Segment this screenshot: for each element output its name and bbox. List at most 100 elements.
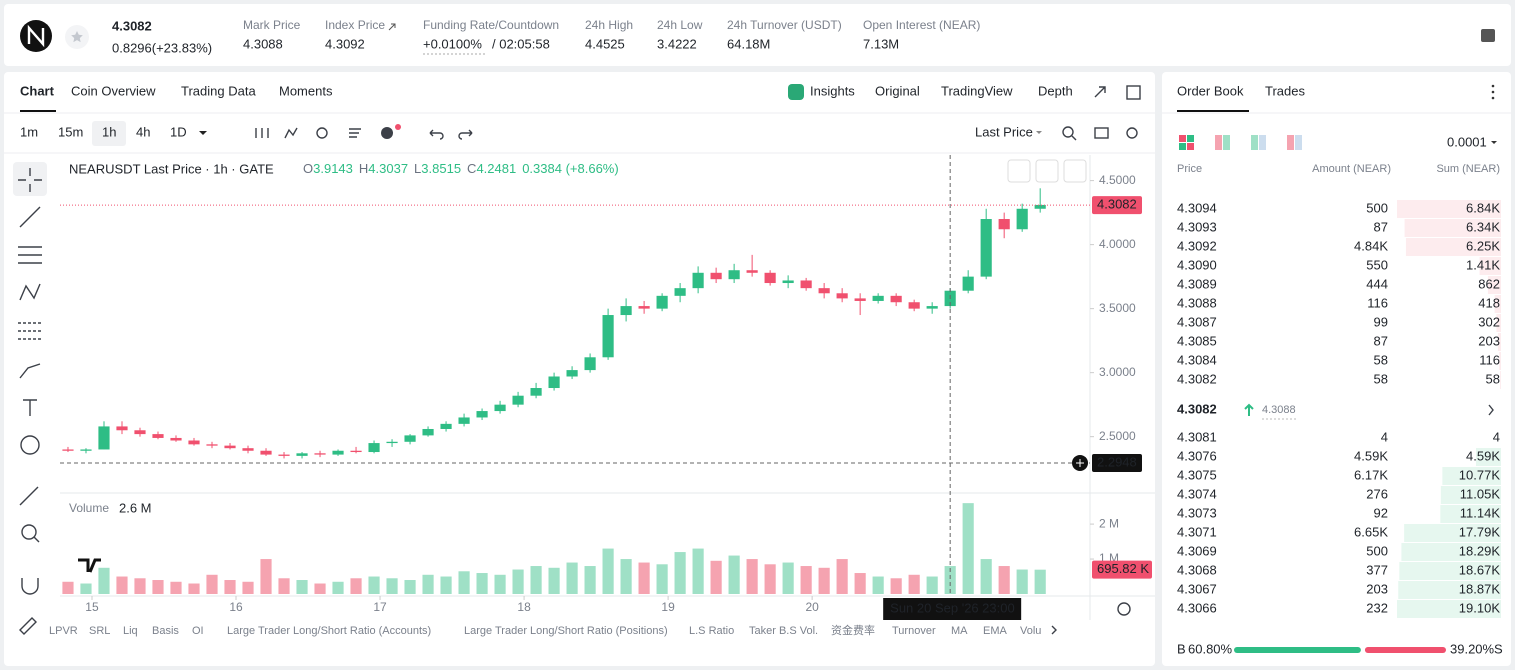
indicator-tab[interactable]: Liq bbox=[123, 625, 138, 637]
volume-bar bbox=[926, 576, 938, 594]
depth-bar bbox=[1404, 219, 1501, 237]
indicator-tab[interactable]: L.S Ratio bbox=[689, 625, 734, 637]
indicator-tab[interactable]: SRL bbox=[89, 625, 110, 637]
col-head: Amount (NEAR) bbox=[1312, 163, 1391, 175]
indicator-tab[interactable]: Basis bbox=[152, 625, 179, 637]
book-sum: 17.79K bbox=[1459, 524, 1501, 539]
candle-body bbox=[872, 295, 884, 301]
axis-settings[interactable] bbox=[1117, 602, 1131, 616]
candle-body bbox=[242, 448, 254, 451]
candle-body bbox=[692, 272, 704, 289]
interval[interactable]: 15m bbox=[58, 124, 83, 139]
scroll-right[interactable] bbox=[1051, 625, 1057, 635]
expand-icon[interactable] bbox=[1094, 86, 1106, 98]
countdown: / 02:05:58 bbox=[492, 36, 550, 51]
precision[interactable]: 0.0001 bbox=[1447, 134, 1487, 149]
interval-active-bg bbox=[92, 121, 126, 146]
volume-bar bbox=[908, 574, 920, 594]
candle-body bbox=[134, 430, 146, 435]
book-sum: 203 bbox=[1478, 333, 1500, 348]
buy-ratio: 60.80% bbox=[1188, 641, 1233, 656]
layout-icon[interactable] bbox=[1126, 85, 1141, 100]
book-sum: 19.10K bbox=[1459, 600, 1501, 615]
book-price: 4.3075 bbox=[1177, 467, 1217, 482]
volume-bar bbox=[674, 552, 686, 594]
settings-icon[interactable] bbox=[1481, 29, 1495, 42]
volume-bar bbox=[872, 576, 884, 594]
view-tab[interactable]: Original bbox=[875, 83, 920, 98]
candle-body bbox=[620, 306, 632, 316]
indicator-tab[interactable]: Large Trader Long/Short Ratio (Accounts) bbox=[227, 625, 431, 637]
interval[interactable]: 1D bbox=[170, 124, 187, 139]
candle-body bbox=[764, 272, 776, 284]
indicator-tab[interactable]: OI bbox=[192, 625, 204, 637]
chart-panel bbox=[4, 72, 1155, 666]
indicator-tab[interactable]: MA bbox=[951, 625, 968, 637]
candle-body bbox=[224, 445, 236, 449]
interval[interactable]: 4h bbox=[136, 124, 150, 139]
candle-body bbox=[512, 395, 524, 405]
candle-body bbox=[728, 270, 740, 280]
indicator-tab[interactable]: Large Trader Long/Short Ratio (Positions… bbox=[464, 625, 668, 637]
depth-bar bbox=[1397, 600, 1501, 618]
depth-bar bbox=[1499, 352, 1501, 370]
precision-arrow[interactable] bbox=[1491, 141, 1497, 144]
ohlc-key: C bbox=[467, 161, 476, 176]
tab[interactable]: Trading Data bbox=[181, 83, 256, 98]
book-price: 4.3066 bbox=[1177, 600, 1217, 615]
interval[interactable]: 1m bbox=[20, 124, 38, 139]
depth-bar bbox=[1442, 467, 1501, 485]
view-tab[interactable]: Insights bbox=[810, 83, 855, 98]
depth-bar bbox=[1397, 200, 1501, 218]
volume-bar bbox=[962, 503, 974, 594]
book-tab[interactable]: Order Book bbox=[1177, 83, 1244, 98]
tab[interactable]: Chart bbox=[20, 83, 55, 98]
pane-button[interactable] bbox=[1007, 159, 1031, 183]
more-dot[interactable] bbox=[1491, 84, 1495, 88]
drawing-tools bbox=[13, 162, 47, 635]
dropdown-arrow[interactable] bbox=[199, 131, 207, 135]
book-price: 4.3090 bbox=[1177, 257, 1217, 272]
interval[interactable]: 1h bbox=[102, 124, 116, 139]
tab[interactable]: Coin Overview bbox=[71, 83, 156, 98]
y-tick-label: 2 M bbox=[1099, 516, 1119, 530]
buy-ratio-bar bbox=[1234, 647, 1361, 653]
candle-body bbox=[566, 370, 578, 377]
pane-button[interactable] bbox=[1063, 159, 1087, 183]
volume-bar bbox=[692, 548, 704, 594]
tab[interactable]: Moments bbox=[279, 83, 333, 98]
book-amount: 87 bbox=[1374, 219, 1388, 234]
book-tab[interactable]: Trades bbox=[1265, 83, 1305, 98]
indicator-tab[interactable]: Volu bbox=[1020, 625, 1041, 637]
link-arrow bbox=[388, 23, 396, 31]
indicator-tab[interactable]: 资金费率 bbox=[831, 623, 875, 637]
candle-body bbox=[746, 270, 758, 273]
col-head: Sum (NEAR) bbox=[1436, 163, 1500, 175]
ohlc-value: 3.9143 bbox=[313, 161, 353, 176]
indicator-tab[interactable]: Turnover bbox=[892, 625, 936, 637]
candle-body bbox=[656, 295, 668, 309]
view-tab[interactable]: Depth bbox=[1038, 83, 1073, 98]
volume-bar bbox=[476, 573, 488, 594]
candle-body bbox=[278, 454, 290, 456]
depth-bar bbox=[1404, 524, 1501, 542]
book-sum: 11.14K bbox=[1460, 505, 1501, 520]
buy-tag: B bbox=[1177, 641, 1186, 656]
y-tick-label: 3.0000 bbox=[1099, 365, 1136, 379]
volume-bar bbox=[440, 576, 452, 594]
indicator-tab[interactable]: EMA bbox=[983, 625, 1008, 637]
pane-button[interactable] bbox=[1035, 159, 1059, 183]
book-amount: 6.65K bbox=[1354, 524, 1388, 539]
volume-bar bbox=[314, 583, 326, 594]
mid-arrow[interactable] bbox=[1488, 404, 1494, 416]
indicator-tab[interactable]: Taker B.S Vol. bbox=[749, 625, 818, 637]
candle-body bbox=[260, 450, 272, 455]
crosshair-y-box bbox=[1092, 453, 1142, 472]
indicator-tab[interactable]: LPVR bbox=[49, 625, 78, 637]
volume-bar bbox=[854, 573, 866, 594]
view-tab[interactable]: TradingView bbox=[941, 83, 1013, 98]
volume-bar bbox=[350, 578, 362, 594]
price-type[interactable]: Last Price bbox=[975, 124, 1033, 139]
book-price: 4.3093 bbox=[1177, 219, 1217, 234]
